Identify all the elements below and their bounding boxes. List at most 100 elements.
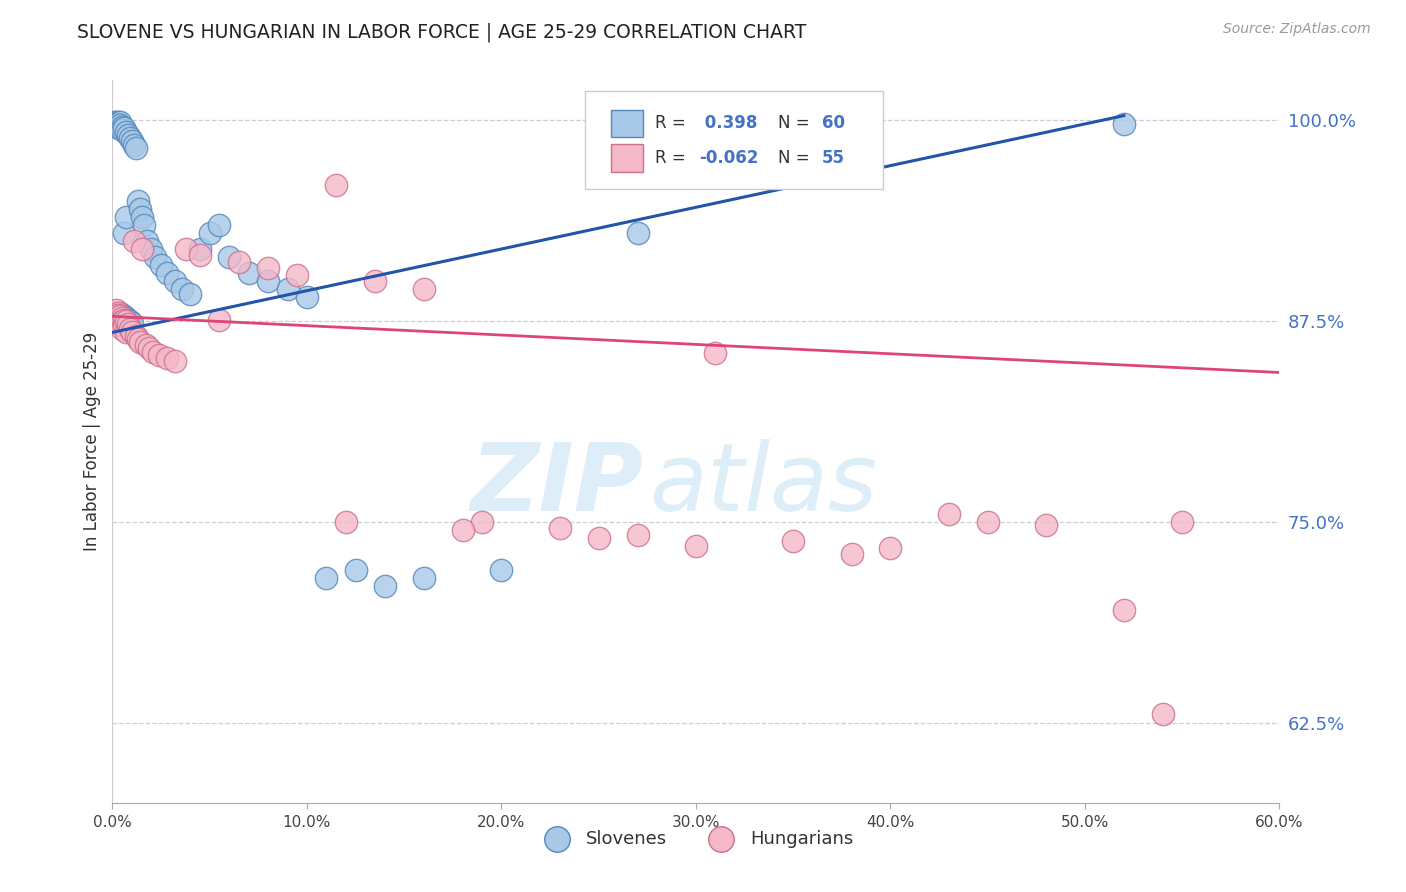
Point — [627, 527, 650, 541]
Point — [115, 310, 138, 325]
FancyBboxPatch shape — [585, 91, 883, 189]
Point — [548, 521, 571, 535]
Point — [588, 531, 610, 545]
Point — [122, 137, 145, 152]
Point — [172, 282, 194, 296]
Point — [704, 346, 727, 360]
Point — [110, 118, 132, 132]
Point — [118, 131, 141, 145]
Point — [685, 539, 707, 553]
Bar — [610, 110, 644, 137]
Point — [117, 312, 139, 326]
Text: Source: ZipAtlas.com: Source: ZipAtlas.com — [1223, 22, 1371, 37]
Point — [148, 348, 170, 362]
Point — [141, 242, 163, 256]
Point — [188, 248, 211, 262]
Point — [136, 234, 159, 248]
Point — [156, 266, 179, 280]
Point — [112, 121, 135, 136]
Point — [228, 254, 250, 268]
Point — [841, 547, 863, 561]
Point — [121, 326, 143, 340]
Point — [156, 351, 179, 365]
Point — [238, 266, 260, 280]
Point — [105, 312, 128, 326]
Point — [103, 117, 125, 131]
Point — [107, 115, 129, 129]
Point — [115, 125, 138, 139]
Point — [257, 261, 280, 276]
Point — [105, 302, 128, 317]
Point — [188, 242, 211, 256]
Point — [938, 507, 960, 521]
Point — [131, 210, 153, 224]
Point — [412, 571, 434, 585]
Point — [107, 118, 129, 132]
Point — [627, 226, 650, 240]
Point — [344, 563, 367, 577]
Point — [107, 308, 129, 322]
Point — [105, 115, 128, 129]
Point — [127, 332, 149, 346]
Point — [103, 115, 125, 129]
Point — [782, 534, 804, 549]
Point — [176, 242, 198, 256]
Point — [125, 141, 148, 155]
Point — [364, 274, 387, 288]
Point — [143, 250, 166, 264]
Point — [976, 515, 998, 529]
Text: R =: R = — [655, 149, 692, 167]
Text: R =: R = — [655, 114, 692, 132]
Point — [276, 282, 298, 296]
Point — [150, 258, 173, 272]
Point — [112, 226, 135, 240]
Text: atlas: atlas — [650, 440, 877, 531]
Point — [110, 310, 132, 324]
Text: N =: N = — [778, 114, 814, 132]
Point — [374, 579, 396, 593]
Point — [1112, 603, 1135, 617]
Point — [111, 312, 134, 326]
Point — [111, 310, 134, 325]
Point — [131, 242, 153, 256]
Point — [198, 226, 221, 240]
Point — [335, 515, 357, 529]
Point — [132, 218, 155, 232]
Text: N =: N = — [778, 149, 814, 167]
Point — [315, 571, 337, 585]
Text: -0.062: -0.062 — [699, 149, 759, 167]
Text: 0.398: 0.398 — [699, 114, 758, 132]
Y-axis label: In Labor Force | Age 25-29: In Labor Force | Age 25-29 — [83, 332, 101, 551]
Point — [121, 316, 143, 330]
Point — [491, 563, 513, 577]
Text: 55: 55 — [823, 149, 845, 167]
Bar — [610, 145, 644, 172]
Point — [111, 123, 134, 137]
Point — [208, 218, 231, 232]
Point — [451, 523, 474, 537]
Point — [257, 274, 280, 288]
Point — [1152, 707, 1174, 722]
Point — [1035, 518, 1057, 533]
Point — [218, 250, 240, 264]
Point — [110, 318, 132, 332]
Legend: Slovenes, Hungarians: Slovenes, Hungarians — [531, 822, 860, 855]
Point — [107, 314, 129, 328]
Point — [325, 178, 347, 192]
Point — [163, 354, 186, 368]
Point — [117, 128, 139, 142]
Point — [105, 120, 128, 134]
Point — [117, 318, 139, 332]
Point — [1112, 117, 1135, 131]
Point — [125, 328, 148, 343]
Point — [107, 117, 129, 131]
Point — [112, 310, 135, 324]
Point — [103, 118, 125, 132]
Point — [115, 210, 138, 224]
Point — [295, 290, 318, 304]
Point — [128, 334, 150, 349]
Point — [110, 310, 132, 324]
Point — [471, 515, 494, 529]
Point — [179, 286, 201, 301]
Point — [127, 194, 149, 208]
